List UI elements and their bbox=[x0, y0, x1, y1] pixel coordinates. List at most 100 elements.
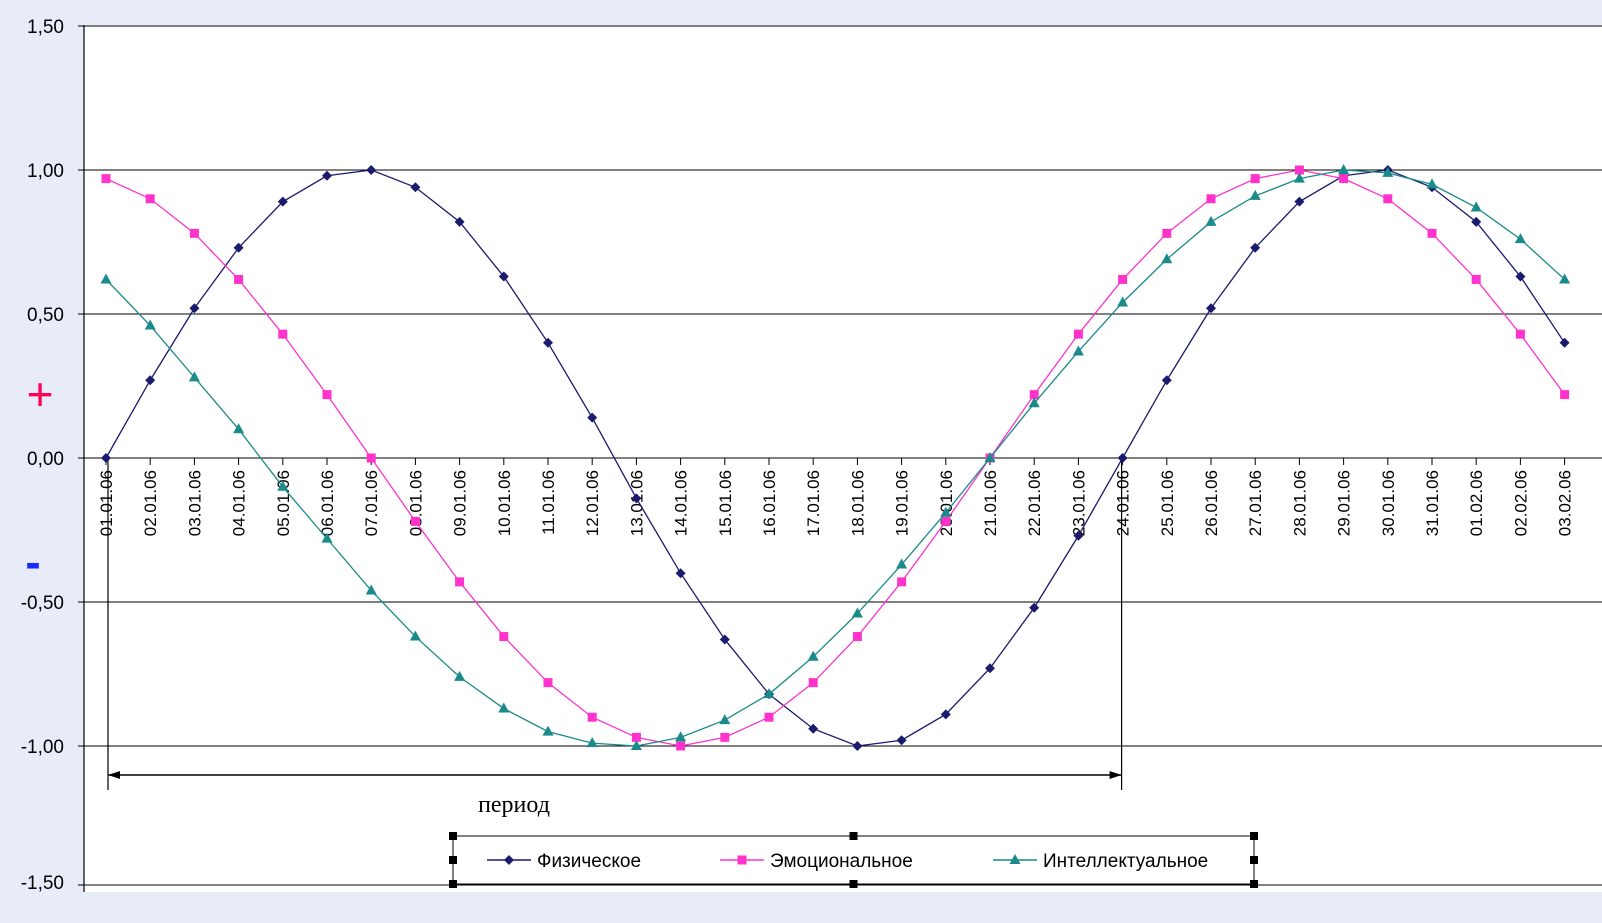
data-point bbox=[188, 371, 200, 382]
data-point bbox=[498, 271, 509, 282]
x-tick-label: 01.01.06 bbox=[97, 470, 116, 536]
data-point bbox=[322, 170, 332, 181]
data-point bbox=[1559, 337, 1570, 348]
data-point bbox=[1073, 530, 1084, 541]
data-point bbox=[631, 732, 641, 742]
data-point bbox=[631, 493, 642, 504]
legend[interactable]: Физическое Эмоциональное Интеллектуальное bbox=[449, 832, 1258, 888]
data-point bbox=[587, 412, 598, 423]
x-tick-label: 25.01.06 bbox=[1158, 470, 1177, 536]
x-tick-label: 24.01.06 bbox=[1114, 470, 1133, 536]
data-point bbox=[543, 337, 553, 348]
data-point bbox=[587, 712, 597, 722]
data-point bbox=[409, 630, 421, 641]
data-point bbox=[144, 319, 156, 330]
data-point bbox=[1293, 172, 1305, 183]
y-tick-label: -1,50 bbox=[21, 873, 64, 894]
data-point bbox=[1206, 303, 1216, 314]
legend-handle bbox=[849, 880, 858, 888]
data-point bbox=[454, 670, 466, 681]
data-point bbox=[321, 532, 333, 543]
data-point bbox=[410, 516, 420, 526]
data-point bbox=[1559, 273, 1571, 284]
y-tick-label: -0,50 bbox=[21, 593, 64, 614]
data-point bbox=[277, 480, 289, 491]
x-tick-label: 04.01.06 bbox=[230, 470, 249, 536]
data-point bbox=[808, 723, 819, 734]
y-tick-labels: 1,50 1,00 0,50 0,00 -0,50 -1,00 -1,50 bbox=[21, 17, 64, 894]
legend-marker bbox=[737, 855, 747, 865]
y-tick-label: 1,00 bbox=[27, 161, 64, 182]
data-point bbox=[455, 577, 465, 587]
data-point bbox=[542, 725, 554, 736]
data-point bbox=[100, 273, 112, 284]
x-tick-label: 05.01.06 bbox=[274, 470, 293, 536]
data-point bbox=[1294, 196, 1305, 207]
legend-handle bbox=[1250, 832, 1258, 840]
legend-handle bbox=[449, 832, 457, 840]
x-tick-label: 03.02.06 bbox=[1556, 470, 1575, 536]
series-line bbox=[105, 169, 1566, 747]
data-point bbox=[1072, 345, 1084, 356]
data-point bbox=[1250, 242, 1261, 253]
data-point bbox=[896, 735, 907, 746]
data-point bbox=[675, 731, 687, 742]
x-tick-label: 15.01.06 bbox=[716, 470, 735, 536]
data-point bbox=[720, 732, 730, 742]
data-point bbox=[1338, 164, 1350, 174]
series-layer bbox=[100, 164, 1571, 751]
data-point bbox=[985, 663, 995, 674]
data-point bbox=[586, 737, 598, 748]
minus-sign: - bbox=[25, 536, 40, 588]
data-point bbox=[1073, 329, 1083, 339]
x-tick-label: 01.02.06 bbox=[1467, 470, 1486, 536]
series-3 bbox=[100, 164, 1571, 750]
data-point bbox=[1250, 174, 1260, 184]
x-tick-label: 13.01.06 bbox=[627, 470, 646, 536]
data-point bbox=[1426, 178, 1438, 189]
plus-sign: + bbox=[27, 368, 54, 420]
data-point bbox=[1161, 375, 1172, 386]
data-point bbox=[852, 741, 863, 751]
data-point bbox=[1028, 397, 1040, 408]
data-point bbox=[189, 228, 199, 238]
data-point bbox=[940, 506, 952, 517]
x-tick-label: 23.01.06 bbox=[1069, 470, 1088, 536]
x-tick-label: 31.01.06 bbox=[1423, 470, 1442, 536]
series-line bbox=[105, 169, 1566, 747]
data-point bbox=[940, 709, 951, 720]
x-tick-label: 28.01.06 bbox=[1290, 470, 1309, 536]
x-tick-label: 26.01.06 bbox=[1202, 470, 1221, 536]
x-tick-label: 16.01.06 bbox=[760, 470, 779, 536]
x-tick-label: 12.01.06 bbox=[583, 470, 602, 536]
legend-label: Физическое bbox=[537, 851, 641, 872]
data-point bbox=[499, 632, 509, 642]
x-tick-label: 18.01.06 bbox=[848, 470, 867, 536]
x-tick-label: 02.01.06 bbox=[141, 470, 160, 536]
y-tick-label: -1,00 bbox=[21, 737, 64, 758]
y-tick-label: 0,50 bbox=[27, 305, 64, 326]
legend-handle bbox=[449, 880, 457, 888]
x-tick-label: 06.01.06 bbox=[318, 470, 337, 536]
legend-box bbox=[452, 835, 1255, 885]
data-point bbox=[1514, 233, 1526, 244]
legend-label: Интеллектуальное bbox=[1043, 851, 1208, 872]
period-label: период bbox=[478, 792, 550, 818]
data-point bbox=[1515, 329, 1525, 339]
data-point bbox=[852, 632, 862, 642]
y-tick-label: 1,50 bbox=[27, 17, 64, 38]
data-point bbox=[366, 453, 376, 463]
data-point bbox=[1029, 602, 1040, 613]
x-tick-label: 09.01.06 bbox=[451, 470, 470, 536]
x-tick-label: 22.01.06 bbox=[1025, 470, 1044, 536]
data-point bbox=[675, 568, 686, 579]
data-point bbox=[277, 196, 288, 207]
data-point bbox=[1560, 390, 1570, 400]
x-tick-label: 17.01.06 bbox=[804, 470, 823, 536]
data-point bbox=[941, 516, 951, 526]
data-point bbox=[1515, 271, 1526, 282]
data-point bbox=[454, 216, 465, 227]
period-annotation bbox=[107, 458, 1123, 790]
